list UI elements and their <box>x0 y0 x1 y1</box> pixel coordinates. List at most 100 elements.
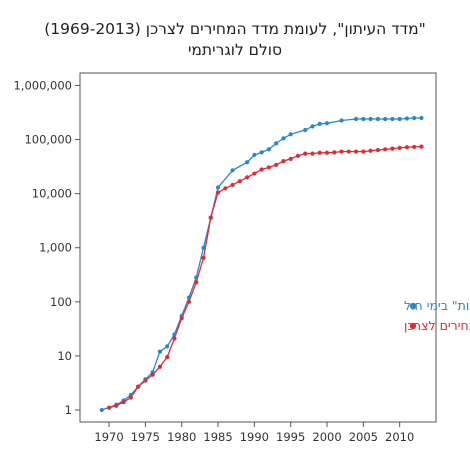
data-point-1 <box>157 349 163 354</box>
data-point-1 <box>266 147 271 152</box>
data-point-2 <box>237 179 242 184</box>
data-point-2 <box>317 150 322 155</box>
data-point-1 <box>375 116 380 122</box>
data-point-2 <box>274 162 279 167</box>
data-point-2 <box>303 151 308 156</box>
data-point-1 <box>310 124 315 129</box>
data-point-2 <box>383 147 388 152</box>
data-point-2 <box>397 145 402 151</box>
data-point-2 <box>346 149 351 154</box>
data-point-1 <box>252 152 257 158</box>
y-tick-label: 100 <box>50 295 72 309</box>
x-tick-label: 2000 <box>312 430 341 444</box>
plot-frame <box>79 72 437 423</box>
data-point-1 <box>412 115 417 121</box>
data-point-2 <box>165 355 170 360</box>
x-tick-label: 1995 <box>276 430 305 444</box>
y-tick-label: 1,000,000 <box>13 78 72 92</box>
data-point-2 <box>179 316 184 321</box>
x-tick-label: 1980 <box>167 430 196 444</box>
data-point-1 <box>339 118 344 123</box>
data-point-1 <box>172 332 177 337</box>
data-point-2 <box>404 145 410 150</box>
data-point-1 <box>288 132 293 137</box>
series-line-2 <box>108 145 422 409</box>
data-point-1 <box>419 115 424 121</box>
data-point-2 <box>194 280 199 285</box>
data-point-2 <box>412 144 417 150</box>
data-point-2 <box>252 171 257 176</box>
data-point-1 <box>230 168 235 173</box>
data-point-1 <box>186 295 192 300</box>
legend-marker-1 <box>409 302 417 310</box>
y-tick-label: 1 <box>65 403 72 417</box>
data-point-2 <box>375 147 380 153</box>
data-point-1 <box>165 344 170 349</box>
data-point-2 <box>368 148 373 153</box>
data-point-2 <box>390 146 395 151</box>
data-point-1 <box>201 245 206 250</box>
data-point-1 <box>99 407 104 413</box>
series-line-1 <box>101 117 422 411</box>
data-point-1 <box>404 116 410 121</box>
x-tick-label: 2010 <box>385 430 414 444</box>
x-tick-label: 1990 <box>240 430 269 444</box>
data-point-2 <box>295 153 301 158</box>
data-point-2 <box>339 149 344 154</box>
data-point-2 <box>245 175 250 180</box>
data-point-2 <box>266 165 271 170</box>
data-point-1 <box>259 150 264 155</box>
data-point-1 <box>317 121 322 126</box>
data-point-1 <box>368 116 373 122</box>
data-point-2 <box>106 405 112 410</box>
data-point-2 <box>332 150 337 155</box>
y-tick-label: 100,000 <box>24 133 72 147</box>
data-point-1 <box>353 116 359 122</box>
data-point-2 <box>201 255 206 260</box>
data-point-2 <box>310 151 315 156</box>
legend-marker-2 <box>409 322 417 330</box>
data-point-1 <box>397 116 402 122</box>
data-point-2 <box>114 403 119 408</box>
data-point-1 <box>390 116 395 122</box>
data-point-1 <box>324 121 330 126</box>
data-point-1 <box>281 136 286 141</box>
data-point-2 <box>281 158 286 164</box>
data-point-2 <box>324 150 330 155</box>
x-tick-label: 1975 <box>131 430 160 444</box>
chart-subtitle: סולם לוגריתמי <box>187 41 283 59</box>
data-point-2 <box>208 215 213 220</box>
data-point-2 <box>186 299 192 304</box>
legend-label-2: מדד המחירים לצרכן <box>404 318 470 333</box>
data-point-2 <box>361 149 366 154</box>
data-point-1 <box>194 275 199 280</box>
data-point-2 <box>157 364 163 369</box>
data-point-2 <box>150 372 155 377</box>
data-point-2 <box>223 186 228 191</box>
data-point-2 <box>353 149 359 154</box>
data-point-2 <box>143 378 148 383</box>
y-tick-label: 10 <box>57 349 72 363</box>
y-tick-label: 1,000 <box>39 241 72 255</box>
data-point-1 <box>303 127 308 133</box>
data-point-2 <box>128 395 133 400</box>
data-point-1 <box>383 116 388 122</box>
data-point-1 <box>361 116 366 122</box>
legend-label-1: מחיר גיליון "ידיעות אחרונות" בימי חול <box>404 298 470 313</box>
chart-title: "מדד העיתון", לעומת מדד המחירים לצרכן (1… <box>44 20 426 38</box>
data-point-2 <box>172 336 177 341</box>
data-point-2 <box>259 167 264 172</box>
data-point-2 <box>288 156 293 161</box>
x-tick-label: 1985 <box>203 430 232 444</box>
data-point-2 <box>230 182 235 188</box>
data-point-1 <box>215 185 221 190</box>
x-tick-label: 2005 <box>349 430 378 444</box>
y-tick-label: 10,000 <box>32 187 72 201</box>
data-point-1 <box>245 160 250 165</box>
data-point-2 <box>419 144 424 149</box>
data-point-2 <box>121 399 126 405</box>
data-point-2 <box>136 384 141 389</box>
data-point-2 <box>215 190 221 195</box>
x-tick-label: 1970 <box>94 430 123 444</box>
